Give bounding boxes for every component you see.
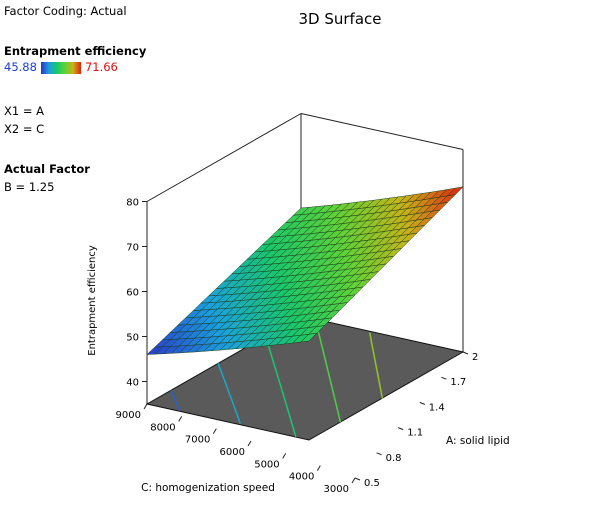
z-tick-label: 80 [126, 198, 139, 209]
y-tick-label: 3000 [324, 484, 349, 495]
x-tick-mark [462, 351, 469, 355]
x2-mapping: X2 = C [4, 122, 45, 136]
x-tick-mark [398, 427, 404, 431]
floor-contour [264, 336, 297, 438]
y-tick-label: 5000 [254, 459, 279, 470]
y-tick-mark [247, 440, 252, 447]
chart-title: 3D Surface [298, 10, 381, 28]
x-tick-mark [419, 401, 425, 405]
color-gradient-bar [40, 61, 81, 74]
x-tick-label: 1.4 [429, 402, 445, 413]
color-min-value: 45.88 [4, 60, 37, 74]
x-tick-label: 2 [472, 352, 478, 363]
color-max-value: 71.66 [84, 60, 118, 74]
x-tick-label: 0.8 [386, 453, 402, 464]
x-axis-label: A: solid lipid [446, 435, 510, 447]
x1-mapping: X1 = A [4, 104, 45, 118]
floor-contour [170, 390, 181, 412]
z-tick-label: 60 [126, 288, 139, 299]
box-edge-top-right [300, 113, 464, 150]
y-tick-mark [212, 428, 217, 434]
y-tick-mark [351, 477, 356, 484]
z-axis-label: Entrapment efficiency [87, 245, 98, 356]
factor-coding-note: Factor Coding: Actual [4, 4, 127, 18]
x-tick-mark [354, 477, 361, 481]
color-legend: 45.88 71.66 [4, 60, 118, 74]
floor-contour [217, 363, 241, 424]
actual-factor-heading: Actual Factor [4, 162, 90, 176]
x-tick-label: 1.7 [450, 377, 466, 388]
actual-factor-value: B = 1.25 [4, 180, 55, 194]
y-tick-label: 4000 [289, 472, 314, 483]
x-tick-label: 0.5 [364, 478, 380, 489]
y-tick-mark [316, 465, 321, 471]
y-axis-label: C: homogenization speed [141, 482, 275, 494]
x-tick-mark [376, 452, 382, 456]
y-tick-label: 8000 [150, 422, 175, 433]
box-edge-top-left [146, 113, 302, 202]
x-tick-label: 1.1 [407, 428, 423, 439]
floor-plane [145, 315, 465, 441]
floor-contour [368, 332, 384, 399]
z-tick-label: 50 [126, 333, 139, 344]
floor-contour [314, 320, 342, 423]
z-tick-label: 70 [126, 243, 139, 254]
z-tick-label: 40 [126, 378, 139, 389]
y-tick-mark [282, 453, 287, 459]
y-tick-mark [178, 416, 183, 422]
y-tick-label: 7000 [185, 435, 210, 446]
response-label: Entrapment efficiency [4, 44, 147, 58]
surface-cell [300, 332, 318, 343]
y-tick-mark [143, 403, 148, 410]
y-tick-label: 9000 [116, 410, 141, 421]
x-tick-mark [441, 376, 447, 380]
surface-mesh [146, 186, 464, 355]
y-tick-label: 6000 [220, 447, 245, 458]
